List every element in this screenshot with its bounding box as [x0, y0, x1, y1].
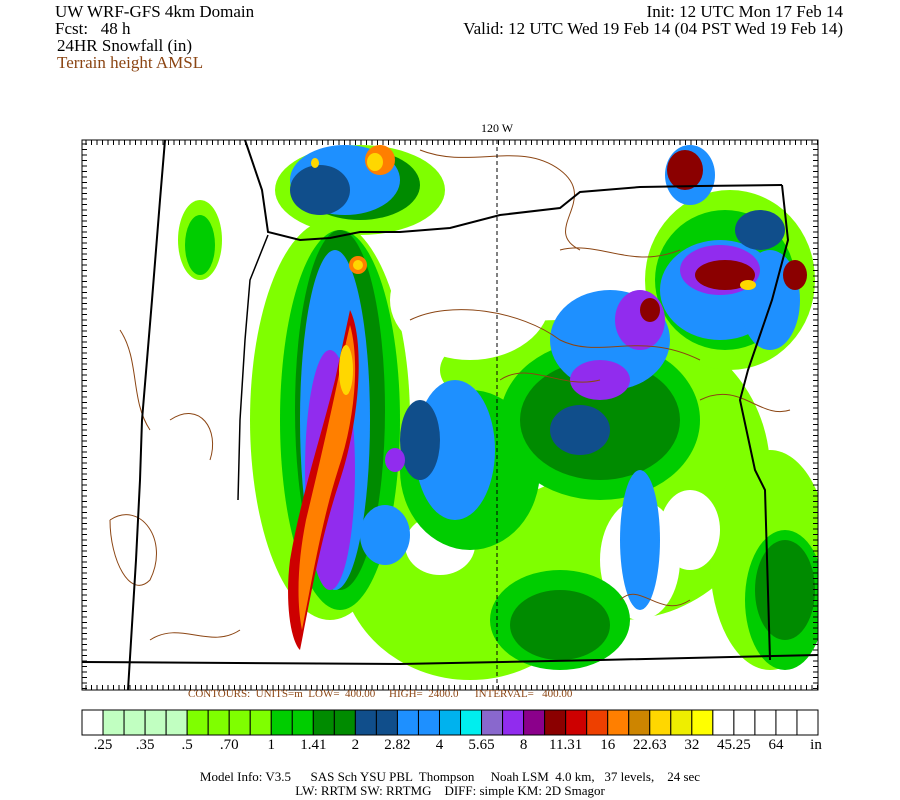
overlay-title: Terrain height AMSL: [57, 53, 204, 72]
colorbar-label: 1: [267, 737, 276, 753]
colorbar-label: 4: [435, 737, 444, 753]
colorbar-swatch: [270, 709, 293, 736]
oregon-california-border: [82, 654, 818, 666]
colorbar-label: .25: [93, 737, 113, 753]
colorbar-swatch: [417, 709, 440, 736]
colorbar-label: .5: [181, 737, 193, 753]
colorbar-label: 2.82: [384, 737, 411, 753]
colorbar-swatch: [523, 709, 546, 736]
colorbar-swatch: [102, 709, 125, 736]
colorbar-swatch: [228, 709, 251, 736]
init-time: Init: 12 UTC Mon 17 Feb 14: [646, 2, 843, 21]
colorbar-swatch: [670, 709, 693, 736]
contours-info: CONTOURS: UNITS=m LOW= 400.00 HIGH= 2400…: [188, 688, 573, 700]
colorbar-label: .70: [219, 737, 239, 753]
colorbar-label: 1.41: [300, 737, 327, 753]
coastline: [127, 140, 166, 690]
forecast-hour: Fcst: 48 h: [55, 19, 131, 38]
colorbar-swatch: [607, 709, 630, 736]
snowfall-shading: [109, 145, 818, 680]
colorbar-label: 16: [600, 737, 616, 753]
colorbar: [81, 709, 819, 736]
colorbar-swatch: [628, 709, 651, 736]
colorbar-label: 45.25: [717, 737, 751, 753]
colorbar-swatch: [207, 709, 230, 736]
political-borders: [82, 140, 818, 690]
colorbar-label: 5.65: [468, 737, 495, 753]
colorbar-swatch: [460, 709, 483, 736]
colorbar-swatch: [438, 709, 462, 736]
colorbar-swatch: [186, 709, 209, 736]
colorbar-swatch: [333, 709, 356, 736]
meridian-label: 120 W: [481, 121, 514, 135]
colorbar-label: 2: [351, 737, 360, 753]
colorbar-label: 64: [768, 737, 784, 753]
model-info: Model Info: V3.5 SAS Sch YSU PBL Thompso…: [199, 769, 701, 784]
colorbar-swatch: [144, 709, 167, 736]
colorbar-swatch: [775, 709, 798, 736]
colorbar-label: 11.31: [549, 737, 583, 753]
valid-time: Valid: 12 UTC Wed 19 Feb 14 (04 PST Wed …: [463, 19, 843, 38]
map-frame: [81, 139, 819, 691]
colorbar-swatch: [502, 709, 525, 736]
colorbar-swatch: [754, 709, 777, 736]
colorbar-swatch: [691, 709, 714, 736]
physics-info: LW: RRTM SW: RRTMG DIFF: simple KM: 2D S…: [295, 783, 605, 798]
colorbar-swatch: [81, 709, 104, 736]
oregon-idaho-border: [738, 184, 790, 661]
colorbar-swatch: [649, 709, 672, 736]
colorbar-swatch: [249, 709, 272, 736]
colorbar-label: .35: [135, 737, 155, 753]
colorbar-swatch: [565, 709, 588, 736]
colorbar-swatch: [733, 709, 756, 736]
colorbar-label: 22.63: [632, 737, 667, 753]
colorbar-swatch: [396, 709, 419, 736]
colorbar-swatch: [312, 709, 335, 736]
washington-oregon-border: [244, 140, 783, 242]
colorbar-swatch: [375, 709, 398, 736]
colorbar-unit: in: [810, 737, 822, 753]
colorbar-swatch: [123, 709, 146, 736]
field-title: 24HR Snowfall (in): [57, 36, 193, 55]
frame-ticks: [82, 140, 818, 690]
colorbar-swatch: [544, 709, 567, 736]
colorbar-swatch: [481, 709, 504, 736]
colorbar-swatch: [165, 709, 188, 736]
colorbar-swatch: [354, 709, 377, 736]
colorbar-swatch: [586, 709, 609, 736]
colorbar-swatch: [291, 709, 314, 736]
colorbar-label: 32: [684, 737, 700, 753]
model-title: UW WRF-GFS 4km Domain: [55, 2, 255, 21]
terrain-contours: [109, 149, 791, 641]
colorbar-swatch: [796, 709, 819, 736]
colorbar-swatch: [712, 709, 735, 736]
colorbar-label: 8: [519, 737, 528, 753]
